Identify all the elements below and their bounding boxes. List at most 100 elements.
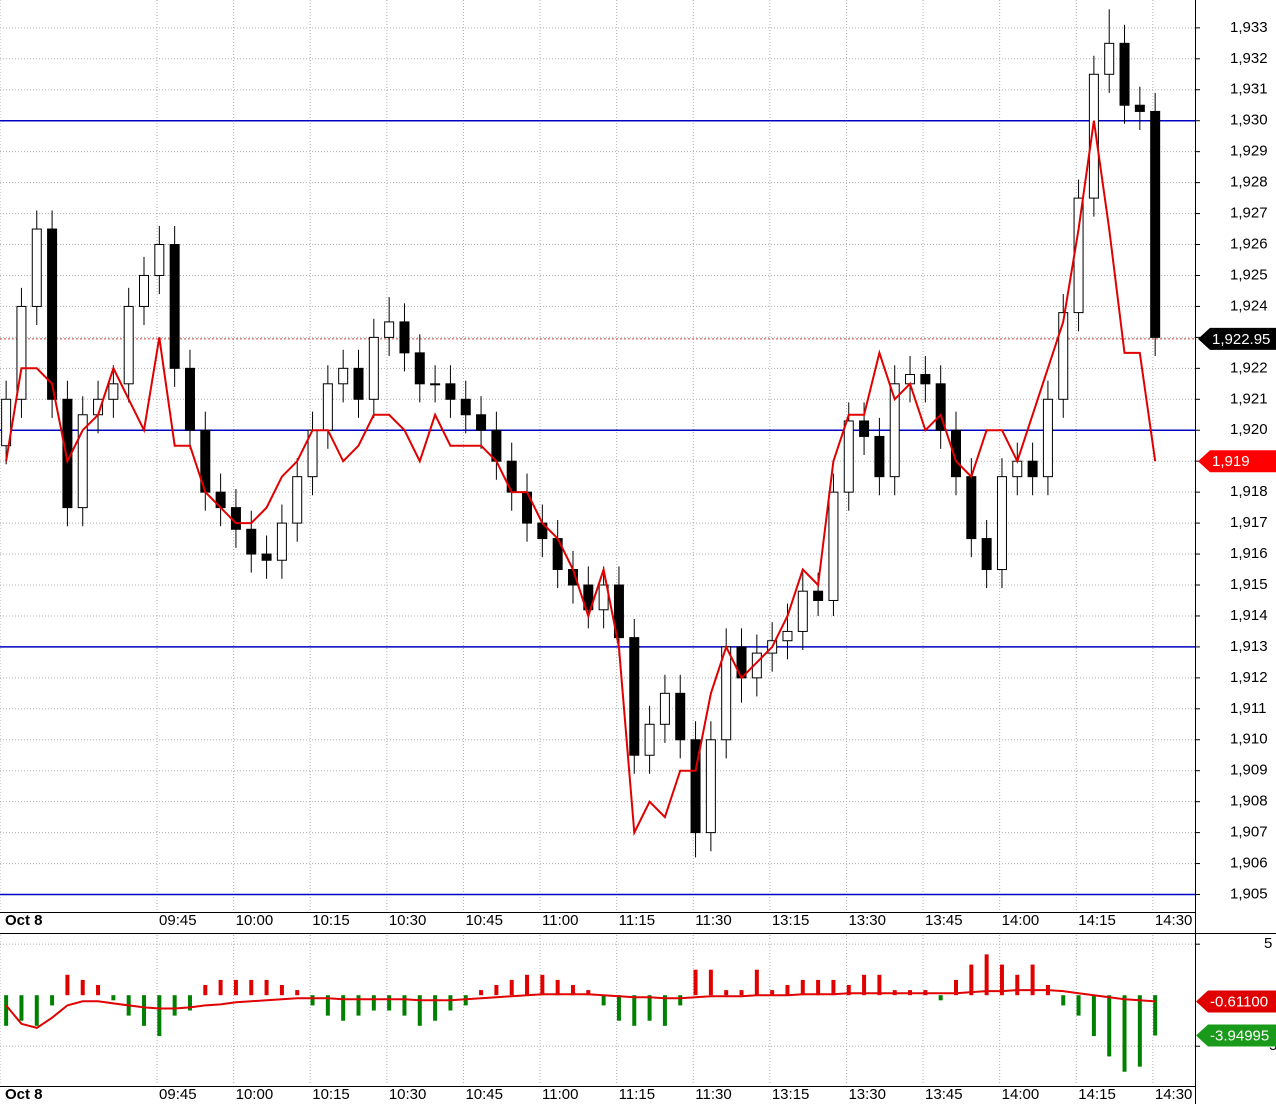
histogram-bar bbox=[984, 954, 989, 996]
x-tick-label: Oct 8 bbox=[5, 1086, 43, 1103]
x-tick-label: 14:15 bbox=[1078, 912, 1116, 929]
histogram-bar bbox=[693, 969, 698, 996]
price-tag-label: -3.94995 bbox=[1210, 1027, 1269, 1044]
x-tick-label: 13:15 bbox=[772, 912, 810, 929]
y-tick-label: 1,906 bbox=[1230, 855, 1268, 872]
histogram-bar bbox=[525, 974, 530, 996]
y-tick-label: 1,932 bbox=[1230, 50, 1268, 67]
candle-body bbox=[705, 739, 716, 834]
y-tick-label: 1,925 bbox=[1230, 266, 1268, 283]
candle-body bbox=[690, 739, 701, 834]
candle-body bbox=[675, 692, 686, 741]
histogram-bar bbox=[509, 979, 514, 996]
candle-body bbox=[491, 429, 502, 462]
histogram-bar bbox=[969, 964, 974, 996]
y-tick-label: 1,933 bbox=[1230, 19, 1268, 36]
histogram-bar bbox=[754, 969, 759, 996]
price-tag bbox=[1198, 327, 1276, 350]
histogram-bar bbox=[816, 979, 821, 996]
candle-body bbox=[123, 305, 134, 385]
histogram-bar bbox=[1107, 995, 1112, 1057]
candle-body bbox=[1104, 42, 1115, 75]
y-tick-label: 1,920 bbox=[1230, 421, 1268, 438]
histogram-bar bbox=[540, 974, 545, 996]
y-tick-label: 1,924 bbox=[1230, 297, 1268, 314]
histogram-bar bbox=[80, 979, 85, 996]
candle-body bbox=[920, 374, 931, 385]
histogram-bar bbox=[433, 995, 438, 1021]
histogram-bar bbox=[111, 995, 116, 1001]
signal-line bbox=[5, 989, 1156, 1029]
x-tick-label: 09:45 bbox=[159, 912, 197, 929]
price-tag-label: -0.61100 bbox=[1210, 993, 1268, 1010]
price-tag bbox=[1196, 990, 1276, 1013]
x-tick-label: 11:30 bbox=[695, 912, 731, 929]
y-tick-label: 1,926 bbox=[1230, 235, 1268, 252]
candle-body bbox=[1073, 197, 1084, 314]
candle-body bbox=[108, 383, 119, 400]
y-tick-label: 1,908 bbox=[1230, 793, 1268, 810]
histogram-bar bbox=[1122, 995, 1127, 1072]
histogram-bar bbox=[310, 995, 315, 1006]
candle-body bbox=[353, 367, 364, 400]
candle-body bbox=[721, 646, 732, 741]
x-tick-label: 13:45 bbox=[925, 912, 963, 929]
x-tick-label: 13:15 bbox=[772, 1086, 810, 1103]
candle-body bbox=[613, 584, 624, 639]
candle-body bbox=[996, 476, 1007, 571]
price-tag bbox=[1196, 1024, 1276, 1047]
histogram-bar bbox=[1061, 995, 1066, 1006]
x-tick-label: 10:15 bbox=[312, 1086, 350, 1103]
candle-body bbox=[644, 723, 655, 756]
histogram-bar bbox=[96, 985, 101, 996]
histogram-bar bbox=[678, 995, 683, 1006]
histogram-bar bbox=[1030, 964, 1035, 996]
candle-body bbox=[230, 507, 241, 530]
candle-body bbox=[77, 414, 88, 509]
y-tick-label: 1,921 bbox=[1230, 390, 1268, 407]
histogram-bar bbox=[203, 985, 208, 996]
histogram-bar bbox=[279, 985, 284, 996]
candle-body bbox=[797, 590, 808, 632]
histogram-bar bbox=[494, 985, 499, 996]
x-tick-label: 11:15 bbox=[619, 912, 655, 929]
candle-body bbox=[583, 584, 594, 611]
histogram-bar bbox=[65, 974, 70, 996]
histogram-bar bbox=[770, 990, 775, 996]
x-tick-label: 11:15 bbox=[619, 1086, 655, 1103]
x-tick-label: 14:30 bbox=[1155, 912, 1193, 929]
histogram-bar bbox=[187, 995, 192, 1011]
candle-body bbox=[782, 630, 793, 642]
y-tick-label: 1,910 bbox=[1230, 731, 1268, 748]
histogram-bar bbox=[555, 979, 560, 996]
histogram-bar bbox=[1091, 995, 1096, 1037]
candle-body bbox=[460, 398, 471, 416]
histogram-bar bbox=[862, 974, 867, 996]
y-tick-label: 1,929 bbox=[1230, 143, 1268, 160]
y-tick-label: 1,916 bbox=[1230, 545, 1268, 562]
candle-body bbox=[47, 228, 58, 400]
y-tick-label: 1,918 bbox=[1230, 483, 1268, 500]
candle-body bbox=[1027, 460, 1038, 478]
y-tick-label: 1,912 bbox=[1230, 669, 1268, 686]
candle-body bbox=[430, 383, 441, 386]
candle-body bbox=[169, 244, 180, 369]
histogram-bar bbox=[616, 995, 621, 1021]
y-tick-label: 1,913 bbox=[1230, 638, 1268, 655]
histogram-bar bbox=[954, 979, 958, 996]
y-tick-label: 1,917 bbox=[1230, 514, 1268, 531]
histogram-bar bbox=[157, 995, 162, 1037]
x-tick-label: Oct 8 bbox=[5, 912, 43, 929]
histogram-bar bbox=[877, 974, 882, 996]
y-tick-label: 1,928 bbox=[1230, 174, 1268, 191]
histogram-bar bbox=[1015, 974, 1020, 996]
histogram-bar bbox=[172, 995, 177, 1016]
y-tick-label: 1,909 bbox=[1230, 762, 1268, 779]
candle-body bbox=[629, 637, 640, 756]
histogram-bar bbox=[371, 995, 376, 1011]
y-tick-label: 1,927 bbox=[1230, 205, 1268, 222]
histogram-bar bbox=[233, 979, 238, 996]
histogram-bar bbox=[4, 995, 9, 1026]
x-tick-label: 11:00 bbox=[542, 1086, 578, 1103]
